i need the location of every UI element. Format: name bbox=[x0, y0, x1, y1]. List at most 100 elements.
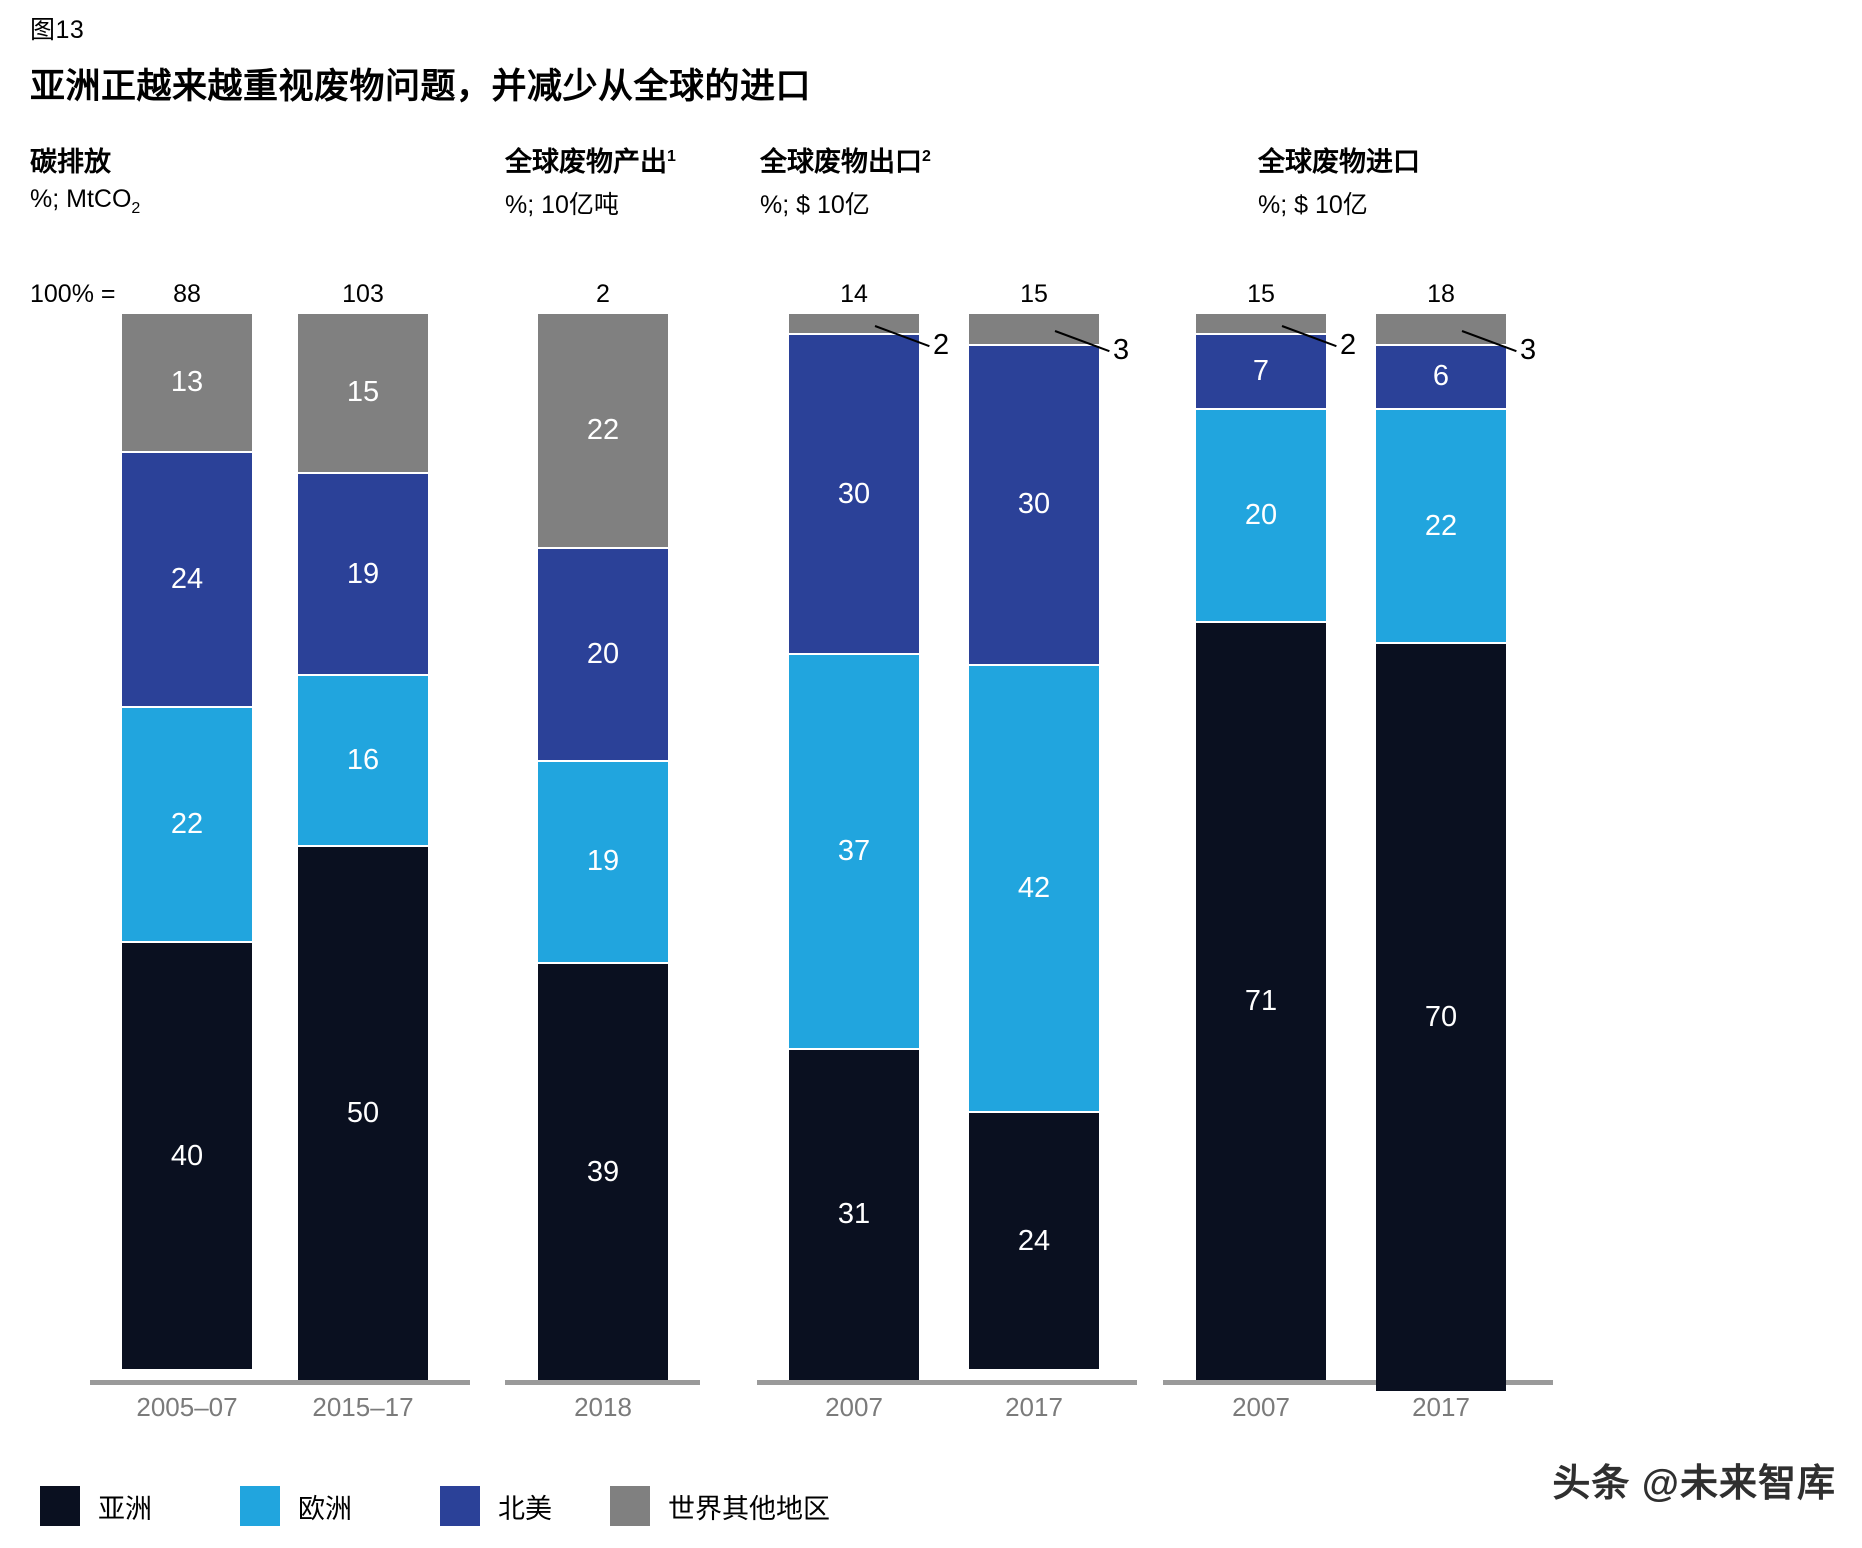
stacked-bar[interactable]: 362270 bbox=[1376, 314, 1506, 1391]
axis-baseline-1 bbox=[90, 1380, 470, 1385]
bar-segment-eur[interactable]: 20 bbox=[1196, 409, 1326, 624]
x-axis-label: 2005–07 bbox=[136, 1392, 238, 1422]
bar-segment-row[interactable]: 2 bbox=[789, 314, 919, 336]
totals-prefix-label: 100% = bbox=[30, 280, 116, 308]
bar-total-label: 18 bbox=[1427, 280, 1455, 308]
segment-callout-label-row: 2 bbox=[1340, 328, 1357, 361]
legend-label: 欧洲 bbox=[298, 1493, 352, 1524]
bar-segment-eur[interactable]: 42 bbox=[969, 665, 1099, 1114]
segment-value-label: 20 bbox=[586, 637, 620, 670]
bar-segment-asia[interactable]: 40 bbox=[122, 942, 252, 1370]
panel-title-1: 碳排放 bbox=[30, 147, 111, 177]
bar-segment-asia[interactable]: 71 bbox=[1196, 623, 1326, 1380]
segment-value-label: 19 bbox=[586, 845, 620, 878]
axis-baseline-4 bbox=[1163, 1380, 1553, 1385]
legend-label: 世界其他地区 bbox=[668, 1493, 830, 1524]
segment-value-label: 40 bbox=[170, 1139, 204, 1172]
axis-baseline-3 bbox=[757, 1380, 1137, 1385]
legend-label: 亚洲 bbox=[98, 1493, 152, 1524]
segment-value-label: 16 bbox=[346, 744, 380, 777]
bar-total-label: 2 bbox=[596, 280, 610, 308]
segment-value-label: 13 bbox=[170, 365, 204, 398]
legend-item-na[interactable]: 北美 bbox=[440, 1486, 552, 1526]
bar-segment-asia[interactable]: 39 bbox=[538, 964, 668, 1380]
stacked-bar[interactable]: 22 20 19 39 bbox=[538, 314, 668, 1380]
bar-segment-na[interactable]: 30 bbox=[789, 335, 919, 656]
stacked-bar[interactable]: 15 19 16 50 bbox=[298, 314, 428, 1380]
panel-title-4: 全球废物进口 bbox=[1258, 147, 1420, 177]
stacked-bar[interactable]: 3304224 bbox=[969, 314, 1099, 1380]
bar-segment-na[interactable]: 30 bbox=[969, 345, 1099, 666]
page-title: 亚洲正越来越重视废物问题，并减少从全球的进口 bbox=[30, 67, 812, 106]
panel-title-footnote-ref: 1 bbox=[667, 148, 676, 165]
segment-callout-label-row: 3 bbox=[1520, 333, 1537, 366]
legend-item-eur[interactable]: 欧洲 bbox=[240, 1486, 352, 1526]
panel-title-footnote-ref: 2 bbox=[922, 148, 931, 165]
x-axis-label: 2007 bbox=[825, 1392, 883, 1422]
legend-swatch-icon-eur bbox=[240, 1486, 280, 1526]
bar-segment-eur[interactable]: 37 bbox=[789, 655, 919, 1050]
x-axis-label: 2018 bbox=[574, 1392, 632, 1422]
bar-segment-asia[interactable]: 31 bbox=[789, 1049, 919, 1380]
axis-baseline-2 bbox=[505, 1380, 700, 1385]
bar-segment-na[interactable]: 19 bbox=[298, 473, 428, 677]
legend-swatch-icon-row bbox=[610, 1486, 650, 1526]
stacked-bar[interactable]: 2 7 20 71 bbox=[1196, 314, 1326, 1380]
bar-segment-eur[interactable]: 22 bbox=[122, 708, 252, 943]
bar-segment-eur[interactable]: 16 bbox=[298, 676, 428, 847]
segment-callout-label-row: 2 bbox=[933, 328, 950, 361]
segment-value-label: 50 bbox=[346, 1096, 380, 1129]
bar-segment-eur[interactable]: 19 bbox=[538, 761, 668, 965]
bar-segment-asia[interactable]: 70 bbox=[1376, 644, 1506, 1391]
segment-value-label: 20 bbox=[1244, 499, 1278, 532]
x-axis-label: 2017 bbox=[1412, 1392, 1470, 1422]
bar-total-label: 88 bbox=[173, 280, 201, 308]
segment-value-label: 42 bbox=[1017, 872, 1051, 905]
panel-unit-2: %; 10亿吨 bbox=[505, 191, 619, 219]
bar-total-label: 15 bbox=[1020, 280, 1048, 308]
segment-value-label: 31 bbox=[837, 1198, 871, 1231]
segment-value-label: 39 bbox=[586, 1155, 620, 1188]
legend-swatch-icon-na bbox=[440, 1486, 480, 1526]
bar-segment-na[interactable]: 6 bbox=[1376, 345, 1506, 410]
bar-segment-na[interactable]: 20 bbox=[538, 548, 668, 762]
bar-segment-na[interactable]: 7 bbox=[1196, 335, 1326, 410]
bar-segment-asia[interactable]: 50 bbox=[298, 846, 428, 1380]
segment-value-label: 22 bbox=[170, 808, 204, 841]
legend-item-asia[interactable]: 亚洲 bbox=[40, 1486, 152, 1526]
bar-segment-row[interactable]: 22 bbox=[538, 314, 668, 549]
bar-total-label: 15 bbox=[1247, 280, 1275, 308]
segment-value-label: 30 bbox=[837, 477, 871, 510]
x-axis-label: 2017 bbox=[1005, 1392, 1063, 1422]
segment-value-label: 24 bbox=[1017, 1224, 1051, 1257]
bar-segment-eur[interactable]: 22 bbox=[1376, 409, 1506, 645]
bar-segment-row[interactable]: 2 bbox=[1196, 314, 1326, 336]
segment-value-label: 30 bbox=[1017, 488, 1051, 521]
segment-value-label: 37 bbox=[837, 834, 871, 867]
legend-label: 北美 bbox=[498, 1493, 552, 1524]
bar-segment-asia[interactable]: 24 bbox=[969, 1113, 1099, 1370]
figure-number: 图13 bbox=[30, 16, 85, 44]
segment-value-label: 24 bbox=[170, 562, 204, 595]
bar-segment-row[interactable]: 13 bbox=[122, 314, 252, 453]
legend-item-row[interactable]: 世界其他地区 bbox=[610, 1486, 830, 1526]
segment-value-label: 22 bbox=[586, 413, 620, 446]
segment-value-label: 15 bbox=[346, 376, 380, 409]
segment-callout-label-row: 3 bbox=[1113, 333, 1130, 366]
segment-value-label: 71 bbox=[1244, 985, 1278, 1018]
segment-value-label: 22 bbox=[1424, 509, 1458, 542]
segment-value-label: 19 bbox=[346, 557, 380, 590]
bar-segment-na[interactable]: 24 bbox=[122, 452, 252, 709]
stacked-bar[interactable]: 2 30 37 31 bbox=[789, 314, 919, 1380]
x-axis-label: 2007 bbox=[1232, 1392, 1290, 1422]
segment-value-label: 6 bbox=[1432, 360, 1450, 393]
legend-swatch-icon-asia bbox=[40, 1486, 80, 1526]
panel-title-3: 全球废物出口2 bbox=[760, 147, 931, 177]
bar-segment-row[interactable]: 15 bbox=[298, 314, 428, 474]
stacked-bar[interactable]: 13 24 22 40 bbox=[122, 314, 252, 1380]
panel-unit-3: %; $ 10亿 bbox=[760, 191, 870, 219]
x-axis-label: 2015–17 bbox=[312, 1392, 414, 1422]
panel-unit-4: %; $ 10亿 bbox=[1258, 191, 1368, 219]
panel-title-2: 全球废物产出1 bbox=[505, 147, 676, 177]
